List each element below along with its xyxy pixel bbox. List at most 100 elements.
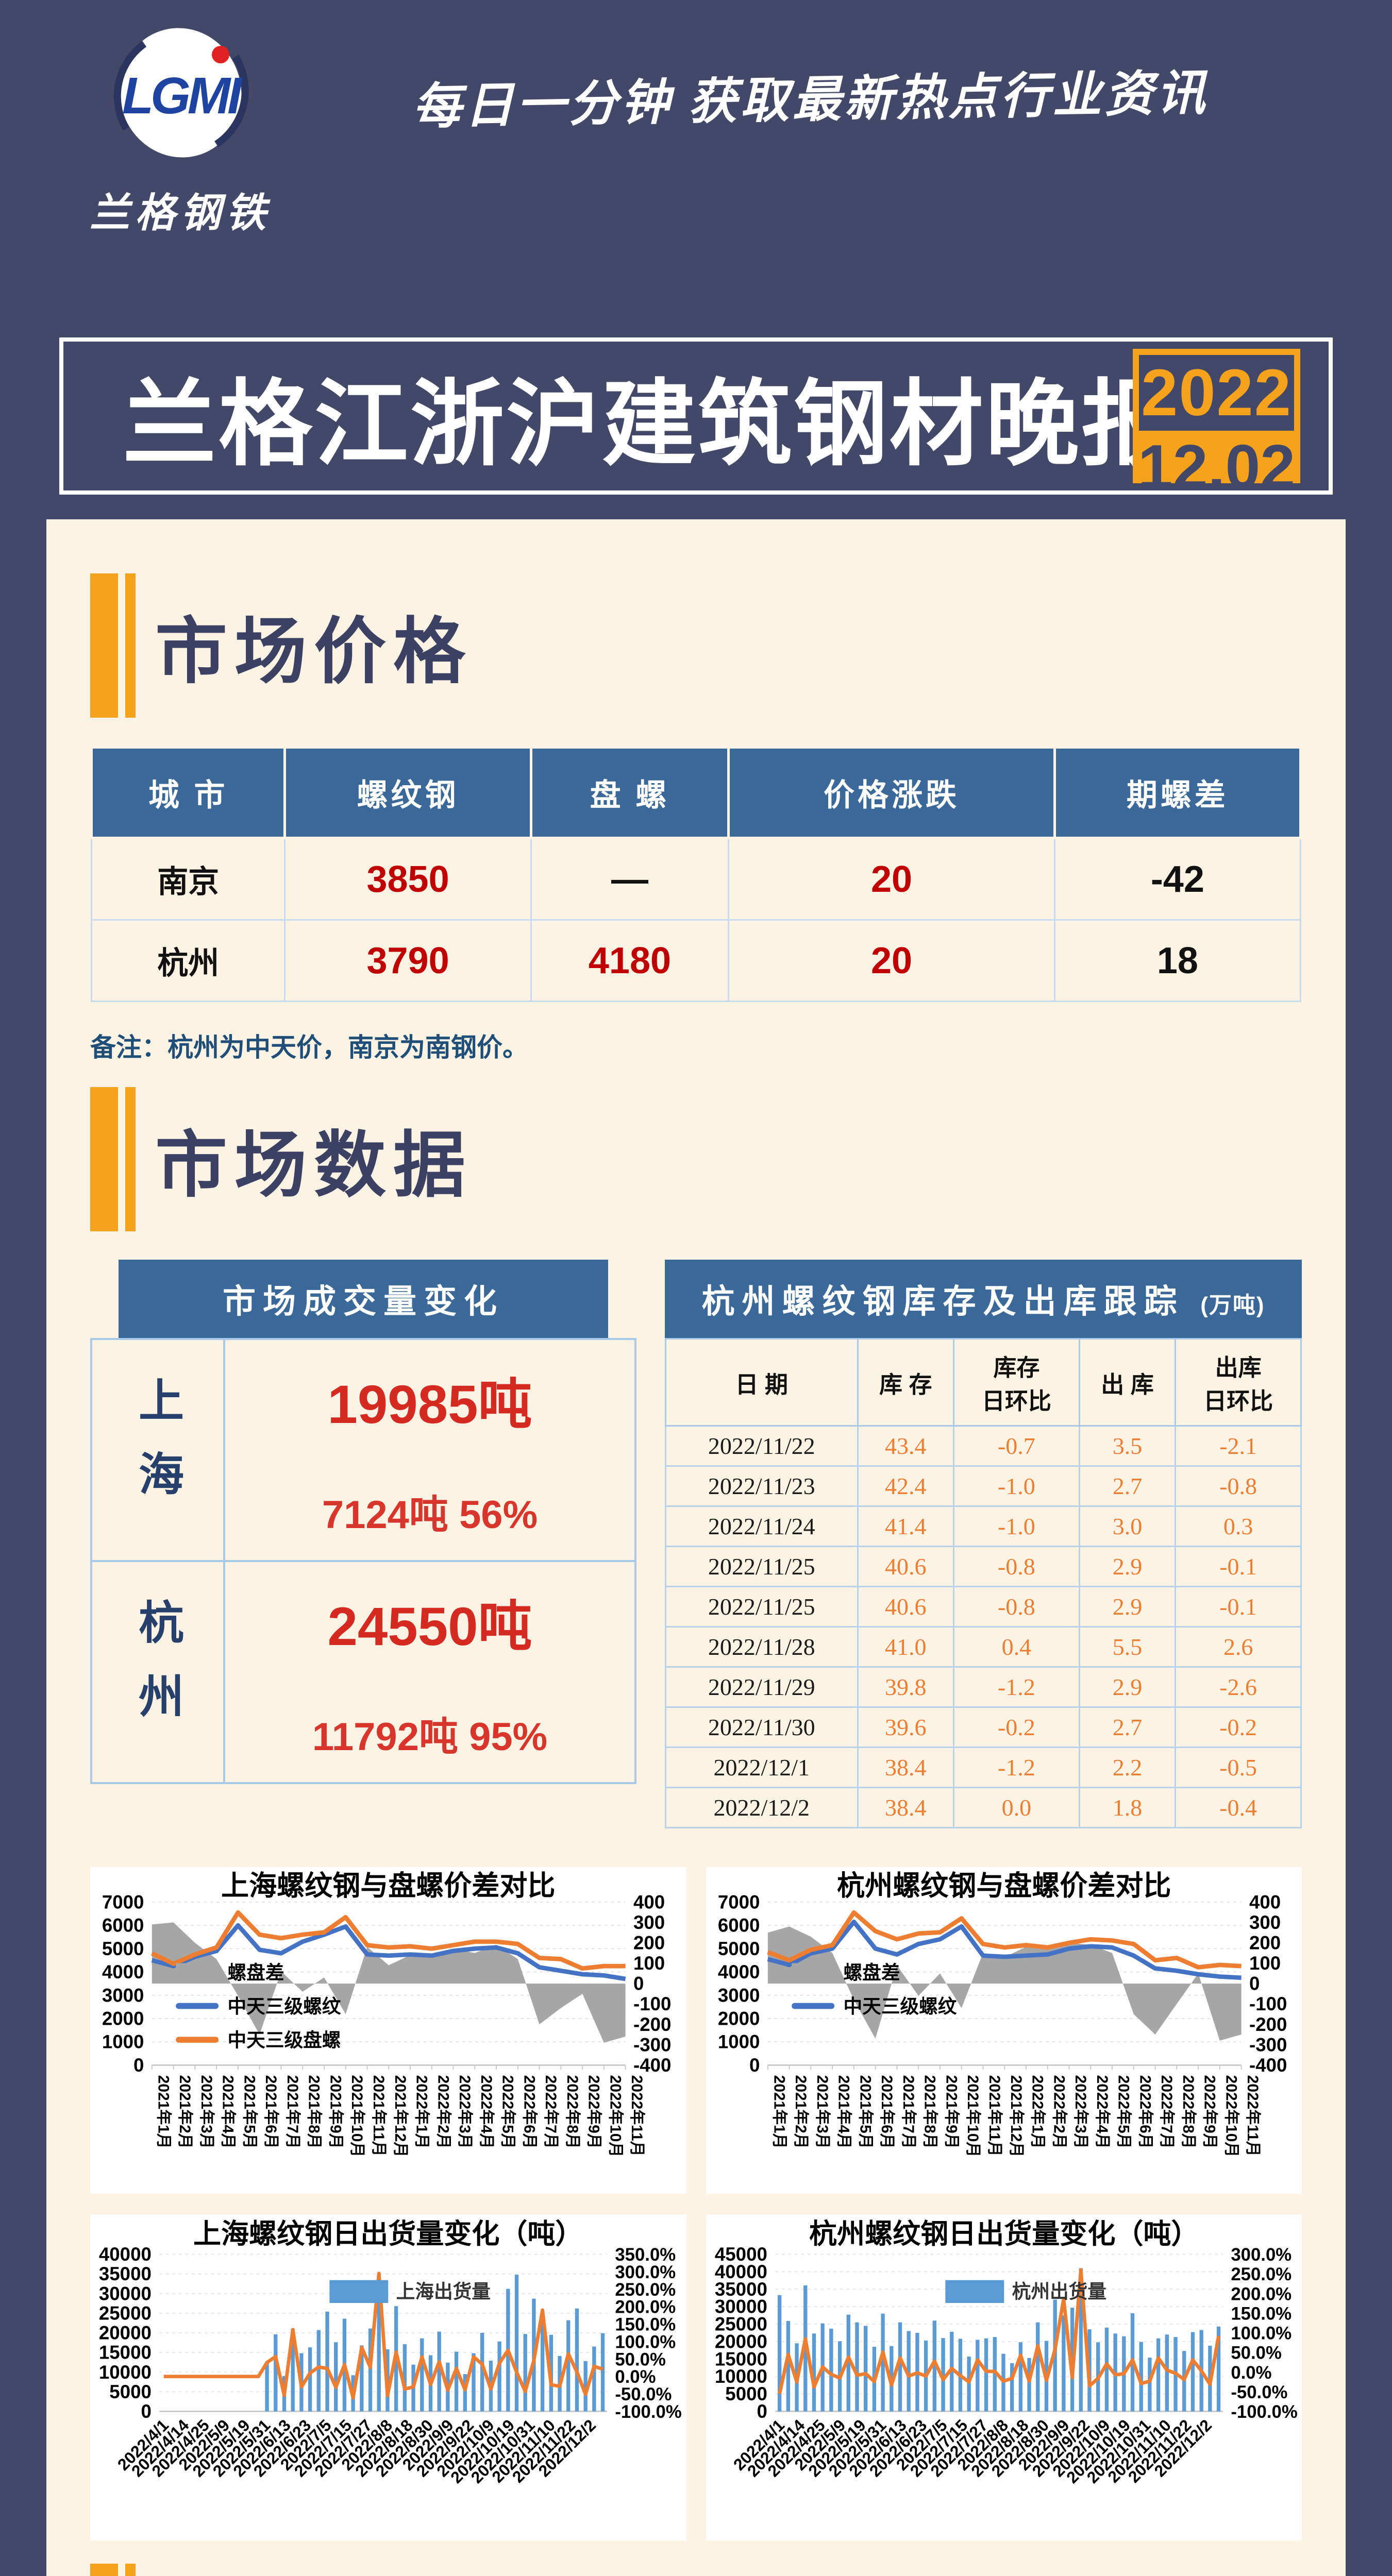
svg-text:2021年4月: 2021年4月 — [220, 2075, 237, 2149]
svg-text:250.0%: 250.0% — [615, 2280, 676, 2299]
cell-outbound: 3.0 — [1078, 1505, 1177, 1547]
svg-text:10000: 10000 — [714, 2366, 767, 2387]
svg-text:2022年4月: 2022年4月 — [1093, 2075, 1110, 2149]
svg-text:20000: 20000 — [714, 2331, 767, 2352]
cell-stock-dod: 0.4 — [952, 1626, 1080, 1668]
svg-text:35000: 35000 — [99, 2263, 152, 2284]
svg-text:-100.0%: -100.0% — [615, 2402, 681, 2422]
cell-stock: 41.0 — [857, 1626, 954, 1668]
svg-text:2022年9月: 2022年9月 — [585, 2075, 602, 2149]
cell-stock-dod: 0.0 — [952, 1787, 1080, 1828]
brand-block: LGMI 兰格钢铁 — [57, 21, 304, 239]
cell-outbound: 3.5 — [1078, 1425, 1177, 1467]
cell-outbound-dod: 2.6 — [1175, 1626, 1302, 1668]
svg-text:0: 0 — [133, 2055, 144, 2076]
svg-text:300: 300 — [633, 1912, 665, 1933]
svg-text:2021年4月: 2021年4月 — [835, 2075, 852, 2149]
volume-total: 24550吨 — [327, 1597, 532, 1657]
svg-text:-200: -200 — [1249, 2014, 1287, 2035]
cell-stock-dod: -0.8 — [952, 1546, 1080, 1587]
svg-text:2021年8月: 2021年8月 — [921, 2075, 938, 2149]
svg-text:30000: 30000 — [714, 2296, 767, 2317]
title-box: 兰格江浙沪建筑钢材晚报 2022 12.02 — [59, 337, 1333, 502]
svg-text:上海螺纹钢与盘螺价差对比: 上海螺纹钢与盘螺价差对比 — [221, 1871, 555, 1901]
svg-text:6000: 6000 — [717, 1915, 760, 1936]
svg-text:-300: -300 — [1249, 2034, 1287, 2055]
date-month-day: 12.02 — [1137, 432, 1296, 502]
svg-text:-400: -400 — [1249, 2055, 1287, 2076]
svg-text:2021年11月: 2021年11月 — [370, 2075, 387, 2157]
svg-text:100.0%: 100.0% — [615, 2332, 676, 2352]
cell-outbound-dod: 0.3 — [1175, 1505, 1302, 1547]
report-title: 兰格江浙沪建筑钢材晚报 — [123, 374, 1177, 477]
cell-stock-dod: -0.2 — [952, 1706, 1080, 1748]
cell-outbound: 2.9 — [1078, 1666, 1177, 1708]
svg-text:2022年1月: 2022年1月 — [1029, 2075, 1046, 2149]
svg-text:2021年2月: 2021年2月 — [176, 2075, 193, 2149]
svg-text:50.0%: 50.0% — [615, 2350, 665, 2369]
table-row: 2022/12/2 38.4 0.0 1.8 -0.4 — [665, 1787, 1302, 1828]
cell-coil-price: — — [530, 837, 730, 921]
svg-text:300.0%: 300.0% — [1231, 2245, 1292, 2265]
svg-text:中天三级盘螺: 中天三级盘螺 — [228, 2030, 341, 2051]
svg-text:400: 400 — [633, 1891, 665, 1912]
svg-text:-100: -100 — [633, 1993, 671, 2014]
svg-text:2022年9月: 2022年9月 — [1201, 2075, 1218, 2149]
cell-stock-dod: -1.2 — [952, 1666, 1080, 1708]
table-row: 2022/11/29 39.8 -1.2 2.9 -2.6 — [665, 1666, 1302, 1708]
table-row: 2022/11/22 43.4 -0.7 3.5 -2.1 — [665, 1425, 1302, 1467]
svg-text:2021年12月: 2021年12月 — [392, 2075, 409, 2158]
table-row: 2022/11/23 42.4 -1.0 2.7 -0.8 — [665, 1465, 1302, 1507]
svg-text:上海出货量: 上海出货量 — [396, 2281, 491, 2302]
col-basis: 期螺差 — [1053, 746, 1302, 839]
svg-text:2022年3月: 2022年3月 — [1072, 2075, 1089, 2149]
table-row: 南京 3850 — 20 -42 — [90, 837, 1302, 921]
cell-outbound: 5.5 — [1078, 1626, 1177, 1668]
cell-outbound: 2.9 — [1078, 1586, 1177, 1628]
date-year: 2022 — [1139, 355, 1294, 431]
cell-change: 20 — [728, 919, 1055, 1002]
svg-text:150.0%: 150.0% — [615, 2315, 676, 2334]
brand-name: 兰格钢铁 — [89, 191, 271, 235]
svg-text:杭州螺纹钢与盘螺价差对比: 杭州螺纹钢与盘螺价差对比 — [837, 1871, 1171, 1901]
cell-outbound: 1.8 — [1078, 1787, 1177, 1828]
svg-text:螺盘差: 螺盘差 — [843, 1962, 900, 1983]
svg-text:上海螺纹钢日出货量变化（吨）: 上海螺纹钢日出货量变化（吨） — [193, 2218, 583, 2249]
col-outbound: 出 库 — [1078, 1338, 1177, 1427]
section-market-price: 市场价格 — [90, 573, 1302, 718]
svg-text:200: 200 — [633, 1933, 665, 1954]
svg-text:45000: 45000 — [714, 2244, 767, 2265]
inventory-box: 杭州螺纹钢库存及出库跟踪 (万吨) 日 期 库 存 库存 日环比 出 库 出库 … — [665, 1260, 1302, 1828]
svg-text:2021年10月: 2021年10月 — [348, 2075, 365, 2158]
svg-text:-100.0%: -100.0% — [1231, 2402, 1297, 2422]
table-row: 杭州 3790 4180 20 18 — [90, 919, 1302, 1002]
svg-text:2021年6月: 2021年6月 — [262, 2075, 279, 2149]
svg-text:-400: -400 — [633, 2055, 671, 2076]
chart-shanghai-price-spread: 0 1000 2000 3000 4000 5000 6000 7000 -400 -300 -20… — [90, 1867, 686, 2194]
svg-text:杭州出货量: 杭州出货量 — [1012, 2281, 1106, 2302]
svg-text:2021年6月: 2021年6月 — [878, 2075, 895, 2149]
table-header-row: 城 市 螺纹钢 盘 螺 价格涨跌 期螺差 — [90, 746, 1302, 839]
col-coil: 盘 螺 — [529, 746, 730, 839]
svg-text:2022年2月: 2022年2月 — [1050, 2075, 1067, 2149]
svg-text:2021年1月: 2021年1月 — [770, 2075, 787, 2149]
tagline: 每日一分钟 获取最新热点行业资讯 — [412, 65, 1209, 134]
cell-outbound-dod: -0.2 — [1175, 1706, 1302, 1748]
cell-outbound: 2.7 — [1078, 1706, 1177, 1748]
svg-text:2022年8月: 2022年8月 — [564, 2075, 581, 2149]
svg-text:中天三级螺纹: 中天三级螺纹 — [228, 1996, 341, 2017]
svg-text:4000: 4000 — [717, 1961, 760, 1982]
section-title: 市场价格 — [155, 611, 473, 692]
cell-stock-dod: -0.7 — [952, 1425, 1080, 1467]
svg-text:0: 0 — [1249, 1973, 1260, 1994]
svg-text:2022年3月: 2022年3月 — [456, 2075, 473, 2149]
section-market-data: 市场数据 — [90, 1087, 1302, 1231]
cell-outbound-dod: -0.8 — [1175, 1465, 1302, 1507]
table-row: 杭州 24550吨 11792吨 95% — [90, 1560, 636, 1784]
cell-rebar-price: 3790 — [284, 919, 532, 1002]
cell-stock-dod: -1.0 — [952, 1505, 1080, 1547]
cell-date: 2022/11/22 — [665, 1425, 859, 1467]
svg-text:350.0%: 350.0% — [615, 2245, 676, 2265]
svg-text:螺盘差: 螺盘差 — [228, 1962, 284, 1983]
cell-stock-dod: -1.2 — [952, 1747, 1080, 1788]
